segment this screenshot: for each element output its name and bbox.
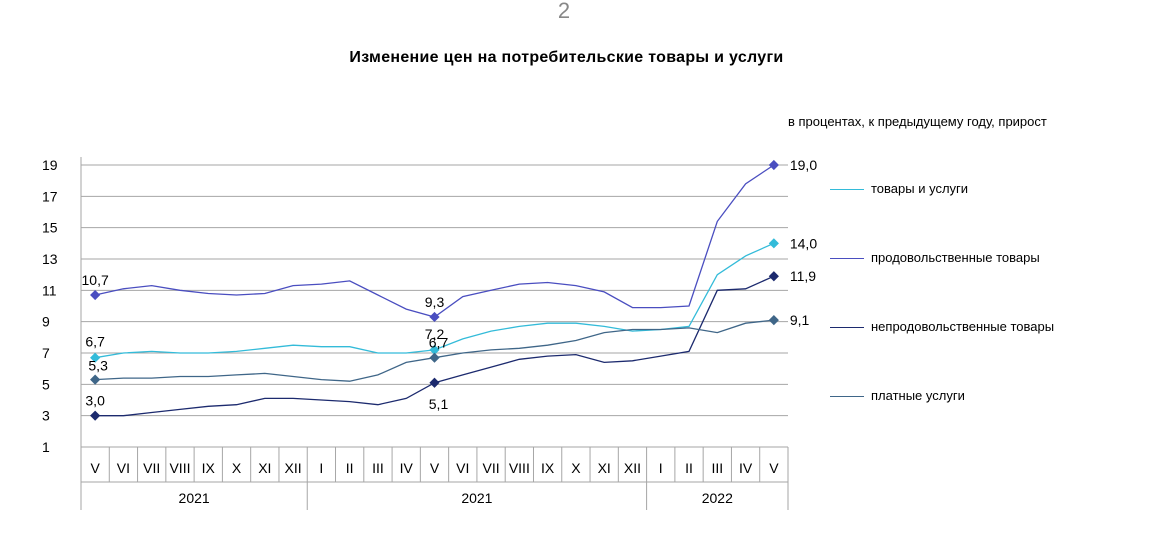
x-tick-label: II — [346, 460, 354, 476]
legend-label: продовольственные товары — [871, 250, 1040, 265]
y-tick-label: 15 — [42, 220, 58, 236]
legend-item: платные услуги — [828, 387, 1128, 407]
legend-swatch — [830, 189, 864, 190]
data-label: 9,1 — [790, 312, 810, 328]
x-tick-label: I — [659, 460, 663, 476]
chart-subtitle: в процентах, к предыдущему году, прирост — [788, 114, 1047, 129]
y-tick-label: 17 — [42, 188, 58, 204]
data-point-marker — [768, 159, 779, 171]
data-point-marker — [429, 311, 440, 323]
x-tick-label: XI — [258, 460, 271, 476]
data-point-marker — [768, 315, 779, 326]
x-tick-label: XI — [598, 460, 611, 476]
y-tick-label: 19 — [42, 157, 58, 173]
data-label: 6,7 — [429, 335, 449, 351]
page-number: 2 — [557, 0, 571, 23]
x-tick-label: VIII — [169, 460, 190, 476]
data-label: 3,0 — [85, 393, 105, 409]
data-label: 19,0 — [790, 157, 817, 173]
year-group-label: 2021 — [179, 490, 210, 506]
x-tick-label: XII — [624, 460, 641, 476]
data-label: 10,7 — [82, 272, 109, 288]
data-point-marker — [768, 238, 779, 249]
year-group-label: 2022 — [702, 490, 733, 506]
x-tick-label: III — [372, 460, 384, 476]
y-tick-label: 9 — [42, 314, 50, 330]
data-point-marker — [90, 374, 101, 385]
y-tick-label: 5 — [42, 376, 50, 392]
x-tick-label: V — [769, 460, 779, 476]
y-tick-label: 7 — [42, 345, 50, 361]
legend-swatch — [830, 258, 864, 259]
x-tick-label: VI — [456, 460, 469, 476]
y-tick-label: 1 — [42, 439, 50, 455]
x-tick-label: XII — [285, 460, 302, 476]
x-tick-label: VII — [143, 460, 160, 476]
x-tick-label: I — [319, 460, 323, 476]
data-point-marker — [768, 271, 779, 282]
x-tick-label: X — [571, 460, 581, 476]
y-tick-label: 3 — [42, 408, 50, 424]
x-tick-label: X — [232, 460, 242, 476]
chart-title: Изменение цен на потребительские товары … — [349, 49, 784, 66]
legend-label: товары и услуги — [871, 181, 969, 196]
x-tick-label: IV — [400, 460, 414, 476]
data-label: 14,0 — [790, 235, 817, 251]
data-label: 9,3 — [425, 294, 445, 310]
x-tick-label: IV — [739, 460, 753, 476]
x-tick-label: IX — [202, 460, 216, 476]
legend-item: продовольственные товары — [828, 249, 1128, 269]
legend-label: платные услуги — [871, 388, 965, 403]
data-point-marker — [429, 377, 440, 388]
legend-label: непродовольственные товары — [871, 319, 1055, 334]
x-tick-label: V — [90, 460, 100, 476]
x-tick-label: VII — [482, 460, 499, 476]
legend-swatch — [830, 396, 864, 397]
year-group-label: 2021 — [461, 490, 492, 506]
data-label: 5,3 — [88, 358, 108, 374]
x-tick-label: IX — [541, 460, 555, 476]
data-point-marker — [429, 352, 440, 363]
data-label: 6,7 — [85, 334, 105, 350]
x-tick-label: II — [685, 460, 693, 476]
x-tick-label: VI — [117, 460, 130, 476]
data-point-marker — [90, 410, 101, 421]
legend-item: товары и услуги — [828, 180, 1128, 200]
data-label: 11,9 — [790, 268, 816, 284]
legend-swatch — [830, 327, 864, 328]
data-point-marker — [90, 289, 101, 301]
x-tick-label: III — [711, 460, 723, 476]
legend-item: непродовольственные товары — [828, 318, 1128, 338]
y-tick-label: 13 — [42, 251, 58, 267]
data-label: 7,2 — [425, 326, 445, 342]
data-point-marker — [429, 344, 440, 355]
y-tick-label: 11 — [42, 282, 57, 298]
x-tick-label: V — [430, 460, 440, 476]
x-tick-label: VIII — [509, 460, 530, 476]
data-label: 5,1 — [429, 396, 449, 412]
